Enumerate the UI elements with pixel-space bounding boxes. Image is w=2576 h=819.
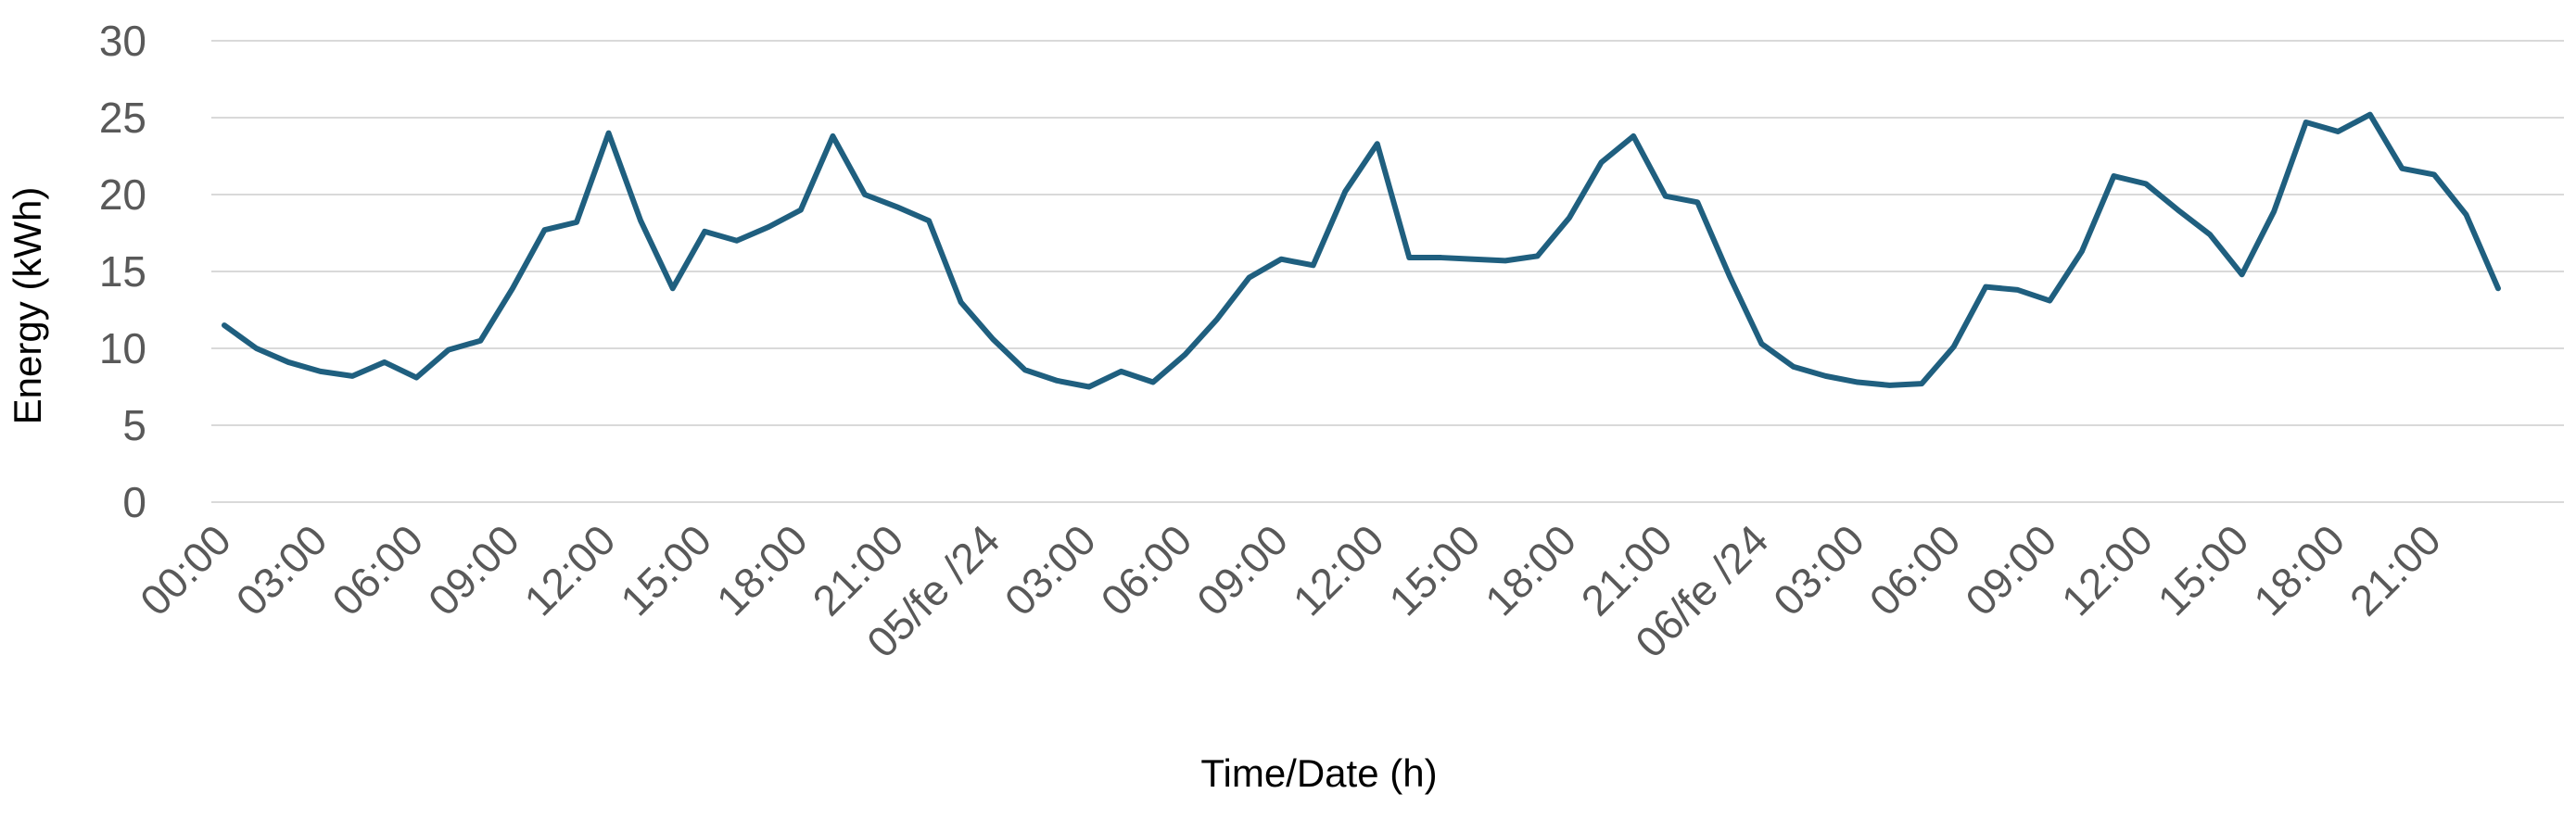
y-tick-label: 15 [99,247,146,296]
y-tick-label: 30 [99,17,146,65]
x-tick-label: 00:00 [131,515,240,624]
x-tick-label: 15:00 [2149,515,2258,624]
x-tick-label: 03:00 [996,515,1105,624]
x-tick-label: 09:00 [1187,515,1297,624]
x-tick-label: 06:00 [1091,515,1200,624]
energy-series-line [222,111,2501,390]
x-tick-label: 09:00 [419,515,528,624]
x-tick-label: 09:00 [1956,515,2065,624]
y-tick-label: 5 [122,401,146,449]
x-tick-label: 12:00 [1284,515,1393,624]
x-tick-label: 15:00 [1379,515,1489,624]
x-tick-label: 18:00 [2244,515,2354,624]
y-tick-label: 0 [122,478,146,526]
x-tick-label: 21:00 [2341,515,2450,624]
series-layer [222,111,2501,390]
x-tick-label: 12:00 [514,515,624,624]
x-tick-label: 18:00 [707,515,817,624]
y-tick-label: 20 [99,170,146,219]
x-axis-ticks: 00:0003:0006:0009:0012:0015:0018:0021:00… [131,515,2450,666]
y-tick-label: 10 [99,324,146,372]
x-tick-label: 03:00 [227,515,336,624]
x-tick-label: 06:00 [323,515,432,624]
x-tick-label: 03:00 [1764,515,1873,624]
x-tick-label: 06:00 [1860,515,1970,624]
x-axis-title: Time/Date (h) [1200,751,1437,795]
x-tick-label: 15:00 [611,515,720,624]
x-tick-label: 18:00 [1476,515,1585,624]
y-axis-ticks: 0 5 10 15 20 25 30 [99,17,146,526]
gridlines [211,40,2564,503]
y-axis-title: Energy (kWh) [6,187,49,425]
x-tick-label: 12:00 [2052,515,2162,624]
y-tick-label: 25 [99,94,146,142]
